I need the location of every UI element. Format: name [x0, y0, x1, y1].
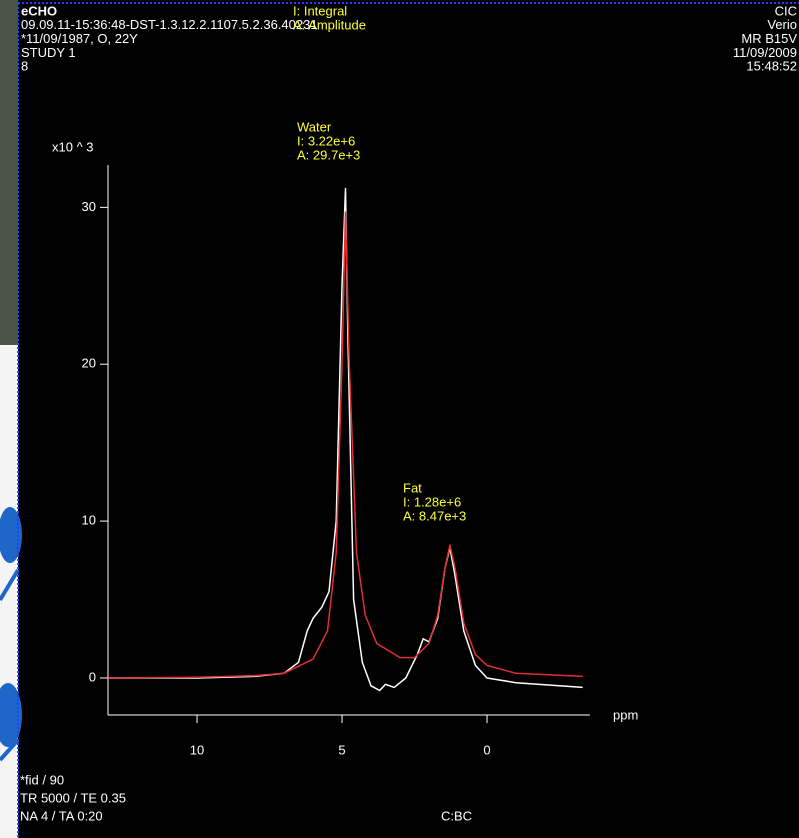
header-info: MR B15V	[741, 31, 797, 46]
header-info: 8	[21, 59, 28, 74]
header-info: 15:48:52	[746, 59, 797, 74]
footer-info: NA 4 / TA 0:20	[20, 808, 103, 823]
x-axis-label: ppm	[613, 707, 638, 722]
peak-value: A: 8.47e+3	[403, 508, 466, 523]
header-info: STUDY 1	[21, 45, 76, 60]
header-info: 09.09.11-15:36:48-DST-1.3.12.2.1107.5.2.…	[21, 17, 318, 32]
overlay-texts: eCHO09.09.11-15:36:48-DST-1.3.12.2.1107.…	[20, 3, 797, 823]
photo-strip	[0, 0, 18, 345]
y-tick-label: 30	[82, 199, 96, 214]
x-tick-label: 0	[483, 742, 490, 757]
header-info: eCHO	[21, 3, 57, 18]
peak-value: I: 3.22e+6	[297, 133, 355, 148]
y-axis-label: x10 ^ 3	[52, 139, 94, 154]
header-info: 11/09/2009	[733, 45, 797, 60]
y-tick-label: 10	[82, 513, 96, 528]
peak-value: I: 1.28e+6	[403, 494, 461, 509]
footer-info: TR 5000 / TE 0.35	[20, 790, 126, 805]
blue-shape	[0, 507, 22, 563]
footer-info: *fid / 90	[20, 772, 64, 787]
peak-label: Fat	[403, 480, 422, 495]
peak-value: A: 29.7e+3	[297, 147, 360, 162]
y-tick-label: 20	[82, 356, 96, 371]
x-tick-label: 10	[190, 742, 204, 757]
blue-shape	[0, 683, 22, 747]
legend-text: A: Amplitude	[293, 17, 366, 32]
blue-stroke	[0, 568, 20, 602]
background-window	[0, 0, 22, 838]
x-tick-label: 5	[338, 742, 345, 757]
peak-label: Water	[297, 119, 332, 134]
header-info: *11/09/1987, O, 22Y	[21, 31, 138, 46]
spectrum-line	[107, 211, 583, 679]
header-info: Verio	[767, 17, 797, 32]
y-tick-label: 0	[89, 669, 96, 684]
blue-stroke	[0, 738, 20, 762]
legend-text: I: Integral	[293, 3, 347, 18]
footer-info: C:BC	[441, 808, 472, 823]
slide-strip	[0, 345, 18, 838]
header-info: CIC	[775, 3, 797, 18]
spectrum-line	[108, 187, 583, 692]
